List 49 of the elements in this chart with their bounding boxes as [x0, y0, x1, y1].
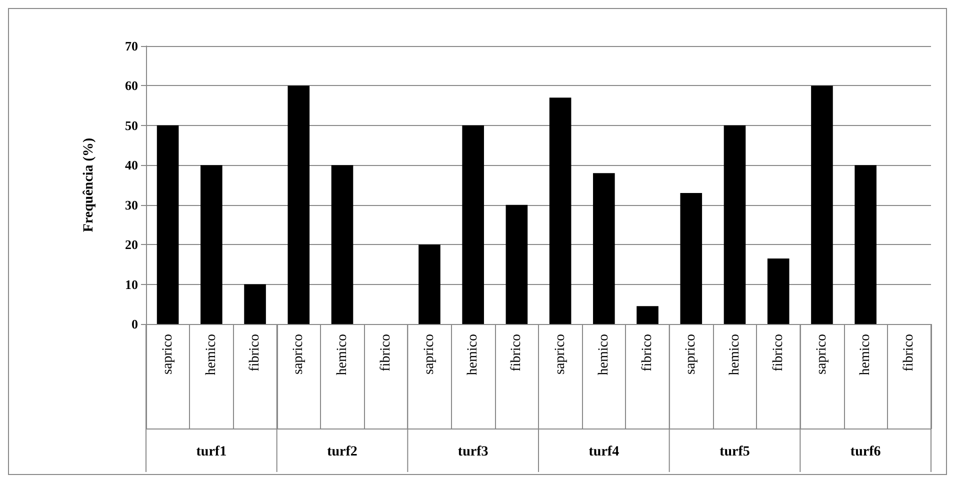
text: turf5	[720, 444, 750, 460]
bar	[462, 125, 484, 324]
bar	[811, 86, 833, 324]
bar	[724, 125, 746, 324]
text: turf6	[850, 444, 881, 460]
bar	[549, 98, 572, 324]
x-tick-label: fibrico	[640, 334, 656, 372]
x-tick-label: saprico	[684, 334, 699, 374]
bar	[288, 86, 310, 324]
text: turf4	[588, 444, 620, 460]
text: turf2	[327, 444, 358, 460]
bar	[767, 258, 790, 324]
bar	[244, 284, 266, 324]
bar	[331, 165, 354, 324]
bar	[854, 165, 876, 324]
x-tick-label: fibrico	[902, 334, 917, 372]
y-tick-label: 70	[125, 38, 138, 54]
y-tick-label: 10	[125, 276, 138, 292]
y-tick-label: 40	[125, 158, 138, 173]
x-tick-label: hemico	[466, 334, 481, 376]
x-tick-label: saprico	[814, 334, 830, 374]
x-tick-label: fibrico	[248, 334, 263, 372]
y-tick-label: 60	[125, 78, 138, 94]
x-tick-label: hemico	[727, 334, 742, 376]
x-tick-label: saprico	[552, 334, 568, 374]
x-tick-label: hemico	[858, 334, 874, 376]
x-tick-label: fibrico	[770, 334, 786, 372]
x-tick-label: saprico	[291, 334, 306, 374]
bar	[156, 125, 179, 324]
y-tick-label: 0	[132, 316, 138, 332]
x-tick-label: fibrico	[509, 334, 524, 372]
bar	[680, 192, 702, 324]
y-tick-label: 20	[125, 237, 138, 252]
x-tick-label: fibrico	[378, 334, 394, 372]
y-axis-title: Frequência (%)	[82, 138, 96, 232]
y-tick-label: 50	[125, 118, 138, 133]
bar	[593, 173, 615, 324]
text: turf3	[458, 444, 488, 460]
x-tick-label: saprico	[422, 334, 437, 374]
text: turf1	[196, 444, 227, 460]
bar	[418, 244, 440, 324]
bar	[506, 204, 528, 324]
x-tick-label: hemico	[334, 334, 350, 376]
bar	[200, 165, 222, 324]
y-tick-label: 30	[125, 197, 138, 212]
x-tick-label: hemico	[204, 334, 219, 376]
x-tick-label: saprico	[160, 334, 176, 374]
x-tick-label: hemico	[596, 334, 612, 376]
bar	[636, 306, 658, 324]
